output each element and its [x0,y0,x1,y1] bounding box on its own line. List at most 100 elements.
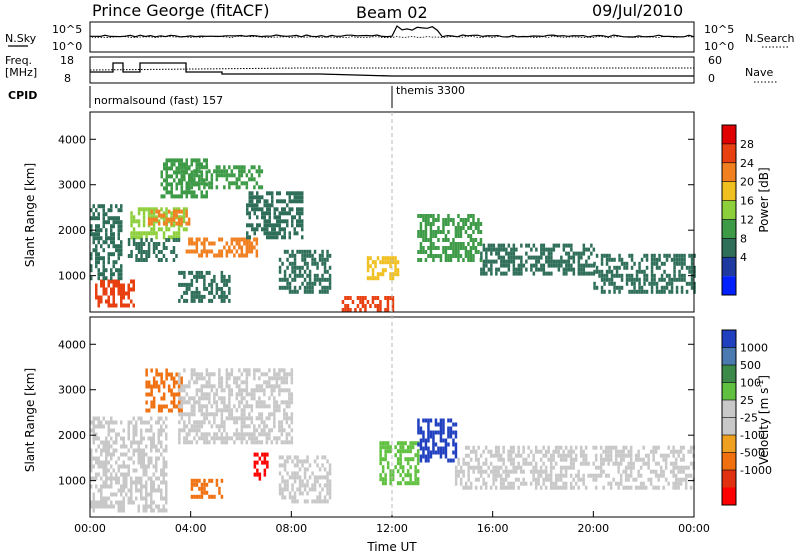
heatmap-cell [160,440,163,445]
heatmap-cell [157,420,160,425]
heatmap-cell [394,453,397,458]
heatmap-cell [629,457,633,462]
heatmap-cell [177,384,181,389]
heatmap-cell [328,281,332,286]
heatmap-cell [389,256,392,261]
heatmap-cell [183,440,186,445]
heatmap-cell [288,207,291,212]
heatmap-cell [529,469,533,474]
heatmap-cell [233,380,236,385]
heatmap-cell [384,481,387,486]
heatmap-cell [256,191,259,196]
heatmap-cell [127,472,130,477]
heatmap-cell [630,257,634,262]
heatmap-cell [499,481,503,486]
heatmap-cell [220,396,224,401]
heatmap-cell [371,300,375,304]
heatmap-cell [142,472,145,477]
heatmap-cell [301,199,304,204]
heatmap-cell [263,380,266,385]
heatmap-cell [135,420,138,425]
heatmap-cell [459,230,463,234]
heatmap-cell [318,475,322,480]
heatmap-cell [640,269,644,274]
heatmap-cell [429,242,433,246]
heatmap-cell [245,380,249,385]
heatmap-cell [298,479,302,484]
heatmap-cell [618,285,621,290]
heatmap-cell [537,469,540,474]
heatmap-cell [150,424,153,429]
heatmap-cell [614,481,618,486]
heatmap-cell [620,261,624,266]
heatmap-cell [235,177,239,182]
heatmap-cell [245,404,249,409]
heatmap-cell [389,477,392,482]
heatmap-cell [444,438,448,443]
heatmap-cell [564,465,568,470]
heatmap-cell [291,269,294,274]
heatmap-cell [552,457,555,462]
heatmap-cell [640,257,644,262]
heatmap-cell [527,255,531,260]
heatmap-cell [185,190,188,195]
heatmap-cell [525,259,528,264]
heatmap-cell [629,485,633,490]
heatmap-cell [283,376,286,381]
nsky-label: N.Sky [5,32,37,45]
heatmap-cell [137,440,140,445]
heatmap-cell [167,227,171,232]
heatmap-cell [95,416,98,421]
heatmap-cell [200,376,204,381]
heatmap-cell [130,279,133,284]
heatmap-cell [321,277,324,282]
heatmap-cell [235,376,239,381]
heatmap-cell [482,477,485,482]
heatmap-cell [117,488,120,493]
heatmap-cell [175,380,178,385]
heatmap-cell [147,380,151,385]
heatmap-cell [572,457,575,462]
heatmap-cell [220,408,224,413]
heatmap-cell [266,235,269,240]
heatmap-cell [374,304,377,308]
heatmap-cell [220,173,224,178]
x-tick-label: 00:00 [678,522,710,535]
heatmap-cell [678,253,681,258]
heatmap-cell [145,238,148,242]
heatmap-cell [605,277,609,282]
nave-tick-low: 0 [708,72,715,85]
heatmap-cell [280,368,284,373]
heatmap-cell [248,241,251,246]
heatmap-cell [273,424,276,429]
nave-trace [89,67,694,71]
heatmap-cell [447,214,450,218]
heatmap-cell [278,392,281,397]
heatmap-cell [658,265,661,270]
heatmap-cell [684,481,688,486]
heatmap-cell [664,453,668,458]
heatmap-cell [160,207,163,212]
heatmap-cell [532,469,535,474]
heatmap-cell [638,281,641,286]
heatmap-cell [291,215,294,220]
heatmap-cell [122,283,125,288]
heatmap-cell [434,218,438,222]
heatmap-cell [251,195,254,200]
heatmap-cell [452,246,455,250]
heatmap-cell [594,445,598,450]
heatmap-cell [564,469,568,474]
heatmap-cell [193,173,196,178]
heatmap-cell [246,231,249,236]
heatmap-cell [268,223,271,228]
heatmap-cell [639,473,643,478]
heatmap-cell [253,368,256,373]
heatmap-cell [288,396,291,401]
heatmap-cell [102,216,105,221]
heatmap-cell [427,434,430,439]
heatmap-cell [245,388,249,393]
heatmap-cell [142,219,146,224]
heatmap-cell [389,272,392,277]
heatmap-cell [599,465,603,470]
heatmap-cell [97,472,100,477]
